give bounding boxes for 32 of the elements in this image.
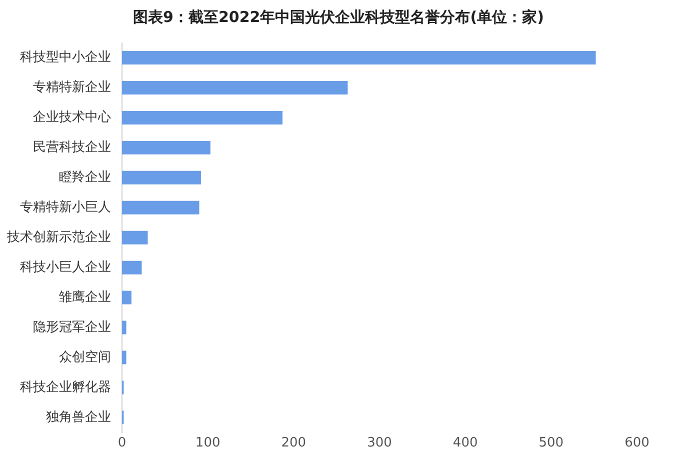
x-tick-label: 500 [538,436,564,451]
x-tick-label: 300 [367,436,392,451]
y-tick-label: 专精特新小巨人 [20,200,111,216]
bar [122,140,210,154]
bar [122,110,283,124]
bar [122,230,148,244]
bar [122,260,142,274]
bar [122,81,348,94]
x-tick-label: 600 [624,436,650,451]
bar [122,320,126,334]
x-tick-label: 100 [195,436,220,451]
y-tick-label: 科技小巨人企业 [20,260,111,275]
bar [122,290,132,304]
bar [122,200,200,214]
x-tick-label: 200 [281,436,306,451]
bar [122,51,596,65]
y-tick-label: 众创空间 [59,350,111,365]
x-tick-label: 0 [118,436,126,451]
bar [122,350,126,364]
y-tick-label: 民营科技企业 [33,140,111,156]
y-tick-label: 企业技术中心 [33,109,111,126]
y-tick-label: 科技企业孵化器 [20,380,111,395]
bar [122,170,201,184]
chart-title: 图表9：截至2022年中国光伏企业科技型名誉分布(单位：家) [132,8,545,28]
y-tick-label: 雏鹰企业 [59,290,111,305]
y-tick-label: 技术创新示范企业 [6,230,111,245]
y-tick-label: 科技型中小企业 [20,50,111,66]
y-tick-label: 瞪羚企业 [59,170,111,186]
y-tick-label: 隐形冠军企业 [33,320,111,335]
x-tick-label: 400 [452,436,478,451]
y-tick-label: 独角兽企业 [46,410,111,425]
y-tick-label: 专精特新企业 [33,80,111,96]
